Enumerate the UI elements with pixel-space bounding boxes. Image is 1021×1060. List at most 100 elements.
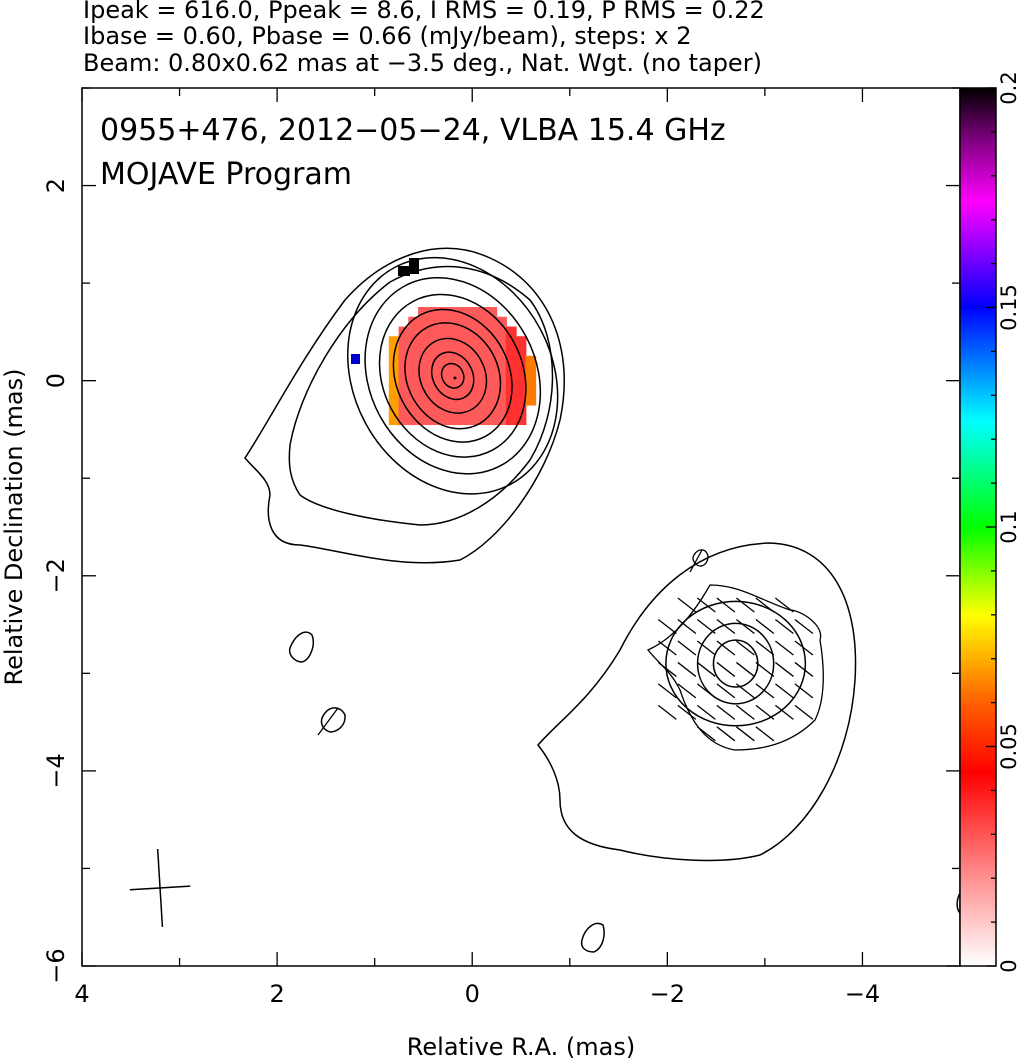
evpa-vector [716, 640, 736, 656]
pol-pixel [496, 394, 507, 406]
evpa-vector [794, 683, 814, 699]
pol-pixel [418, 375, 429, 387]
pol-pixel [496, 385, 507, 396]
evpa-vector [657, 618, 677, 635]
pol-pixel [427, 365, 439, 377]
pol-pixel [515, 414, 527, 426]
pol-pixel [486, 316, 498, 328]
evpa-vector [696, 661, 716, 677]
pol-pixel [447, 326, 459, 338]
pol-pixel [418, 414, 429, 426]
pol-pixel [418, 394, 429, 406]
evpa-vector [755, 618, 775, 635]
pol-pixel [457, 404, 468, 416]
y-tick-label: 0 [42, 373, 70, 388]
evpa-vector [735, 640, 755, 656]
pol-pixel [457, 355, 468, 367]
pol-pixel [427, 355, 439, 367]
evpa-vectors [657, 597, 814, 742]
pol-pixel [515, 385, 527, 396]
pol-pixel [466, 346, 478, 357]
pol-pixel [476, 375, 488, 387]
pol-pixel [466, 414, 478, 426]
core-contours [347, 256, 559, 495]
pol-pixel [447, 404, 459, 416]
pol-pixel [515, 404, 527, 416]
pol-pixel [388, 404, 400, 416]
core-contour [440, 362, 465, 389]
pol-pixel [486, 385, 498, 396]
evpa-vector [735, 661, 755, 677]
pol-pixel [496, 404, 507, 416]
pol-pixel [486, 307, 498, 318]
pol-pixel [408, 316, 420, 328]
core-polarization-pixels [388, 307, 537, 426]
pol-pixel [515, 365, 527, 377]
y-tick-labels: −6 −4 −2 0 2 [42, 178, 70, 984]
pol-pixel [408, 375, 420, 387]
pol-pixel [437, 326, 449, 338]
pol-pixel [457, 414, 468, 426]
pol-pixel [525, 394, 537, 406]
pol-pixel [408, 355, 420, 367]
pol-pixel-blue [351, 354, 360, 364]
pol-pixel [418, 365, 429, 377]
pol-pixel [398, 336, 410, 348]
jet-outer-contour [537, 542, 857, 862]
pol-pixel [466, 355, 478, 367]
pol-pixel [486, 394, 498, 406]
evpa-vector [677, 640, 697, 656]
colorbar-tick-label: 0.1 [997, 510, 1021, 543]
y-tick-label: −4 [42, 753, 70, 788]
evpa-vector [794, 661, 814, 677]
evpa-vector [716, 618, 736, 635]
evpa-vector [755, 704, 775, 720]
pol-pixel [505, 346, 517, 357]
evpa-vector [794, 618, 814, 635]
pol-pixel [515, 394, 527, 406]
pol-pixel [457, 375, 468, 387]
pol-pixel [486, 414, 498, 426]
pol-pixel [476, 336, 488, 348]
pol-pixel [427, 385, 439, 396]
pol-pixel [437, 414, 449, 426]
jet-contour [665, 600, 807, 727]
pol-pixel [505, 385, 517, 396]
pol-pixel [408, 336, 420, 348]
pol-pixel [515, 375, 527, 387]
core-contour [378, 293, 527, 458]
pol-pixel [476, 385, 488, 396]
pol-pixel [398, 365, 410, 377]
pol-pixel [447, 307, 459, 318]
pol-pixel [447, 336, 459, 348]
pol-pixel [398, 385, 410, 396]
pol-pixel [388, 355, 400, 367]
pol-pixel [447, 414, 459, 426]
evpa-vector [696, 597, 716, 613]
pol-pixel [427, 326, 439, 338]
noise-vector [317, 707, 339, 736]
pol-pixel [486, 375, 498, 387]
pol-pixel [398, 346, 410, 357]
pol-pixel [447, 346, 459, 357]
pol-pixel [486, 336, 498, 348]
pol-pixel [496, 365, 507, 377]
evpa-vector [677, 661, 697, 677]
beam-minor-axis [129, 885, 191, 891]
pol-pixel [398, 404, 410, 416]
pol-pixel [408, 404, 420, 416]
evpa-vector [677, 597, 697, 613]
pol-pixel [447, 355, 459, 367]
pol-pixel-black [409, 258, 419, 274]
evpa-vector [755, 640, 775, 656]
evpa-vector [735, 726, 755, 742]
y-tick-label: −6 [42, 948, 70, 983]
pol-pixel [466, 375, 478, 387]
plot-title: 0955+476, 2012−05−24, VLBA 15.4 GHz [100, 113, 726, 148]
pol-pixel [515, 336, 527, 348]
pol-pixel [427, 307, 439, 318]
evpa-vector [755, 661, 775, 677]
evpa-vector [735, 704, 755, 720]
evpa-vector [775, 683, 794, 699]
